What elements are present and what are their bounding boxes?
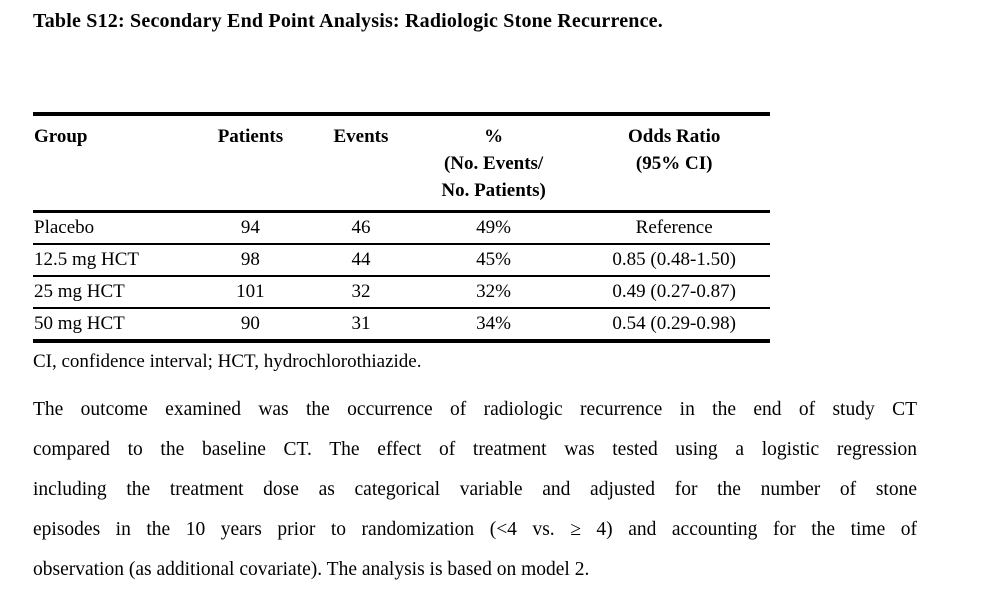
cell-group: 50 mg HCT [34,313,125,334]
description-line: including the treatment dose as categori… [33,479,917,500]
cell-events: 32 [351,281,371,302]
cell-odds-ratio: 0.85 (0.48-1.50) [612,249,736,270]
cell-group: 25 mg HCT [34,281,125,302]
header-events-label: Events [333,126,389,147]
header-odds-ratio-line2: (95% CI) [635,153,713,174]
cell-events: 44 [351,249,371,270]
cell-group: 12.5 mg HCT [34,249,140,270]
cell-percent: 49% [476,217,511,238]
header-percent-line1: % [484,126,504,147]
page-title: Table S12: Secondary End Point Analysis:… [33,10,663,32]
cell-odds-ratio: 0.49 (0.27-0.87) [612,281,736,302]
cell-percent: 32% [476,281,511,302]
cell-events: 31 [351,313,371,334]
header-group-label: Group [34,126,88,147]
table-row-hct-50: 50 mg HCT 90 31 34% 0.54 (0.29-0.98) [33,308,770,341]
cell-group: Placebo [34,217,95,238]
table-row-hct-12-5: 12.5 mg HCT 98 44 45% 0.85 (0.48-1.50) [33,244,770,276]
description-line: The outcome examined was the occurrence … [33,399,917,420]
stone-recurrence-table: Group Patients Events % (No. Events/ No.… [33,112,770,343]
abbreviation-note: CI, confidence interval; HCT, hydrochlor… [33,351,422,372]
table-row-placebo: Placebo 94 46 49% Reference [33,212,770,244]
description-line: compared to the baseline CT. The effect … [33,439,917,460]
table-row-hct-25: 25 mg HCT 101 32 32% 0.49 (0.27-0.87) [33,276,770,308]
cell-odds-ratio: 0.54 (0.29-0.98) [612,313,736,334]
header-patients-label: Patients [217,126,284,147]
header-events: Events [313,114,409,212]
header-row: Group Patients Events % (No. Events/ No.… [33,114,770,212]
table-header: Group Patients Events % (No. Events/ No.… [33,114,770,212]
header-percent-line2: (No. Events/ [443,153,544,174]
header-percent-line3: No. Patients) [441,180,546,201]
header-odds-ratio: Odds Ratio (95% CI) [578,114,770,212]
description-line: observation (as additional covariate). T… [33,559,590,580]
header-percent: % (No. Events/ No. Patients) [409,114,579,212]
cell-patients: 101 [236,281,265,302]
header-odds-ratio-line1: Odds Ratio [627,126,721,147]
cell-odds-ratio: Reference [635,217,713,238]
cell-percent: 34% [476,313,511,334]
description-line: episodes in the 10 years prior to random… [33,519,917,540]
cell-patients: 90 [240,313,260,334]
cell-patients: 98 [240,249,260,270]
table-body: Placebo 94 46 49% Reference 12.5 mg HCT … [33,212,770,342]
header-group: Group [33,114,188,212]
cell-percent: 45% [476,249,511,270]
header-patients: Patients [188,114,313,212]
table-description: The outcome examined was the occurrence … [33,390,917,590]
cell-events: 46 [351,217,371,238]
cell-patients: 94 [240,217,260,238]
